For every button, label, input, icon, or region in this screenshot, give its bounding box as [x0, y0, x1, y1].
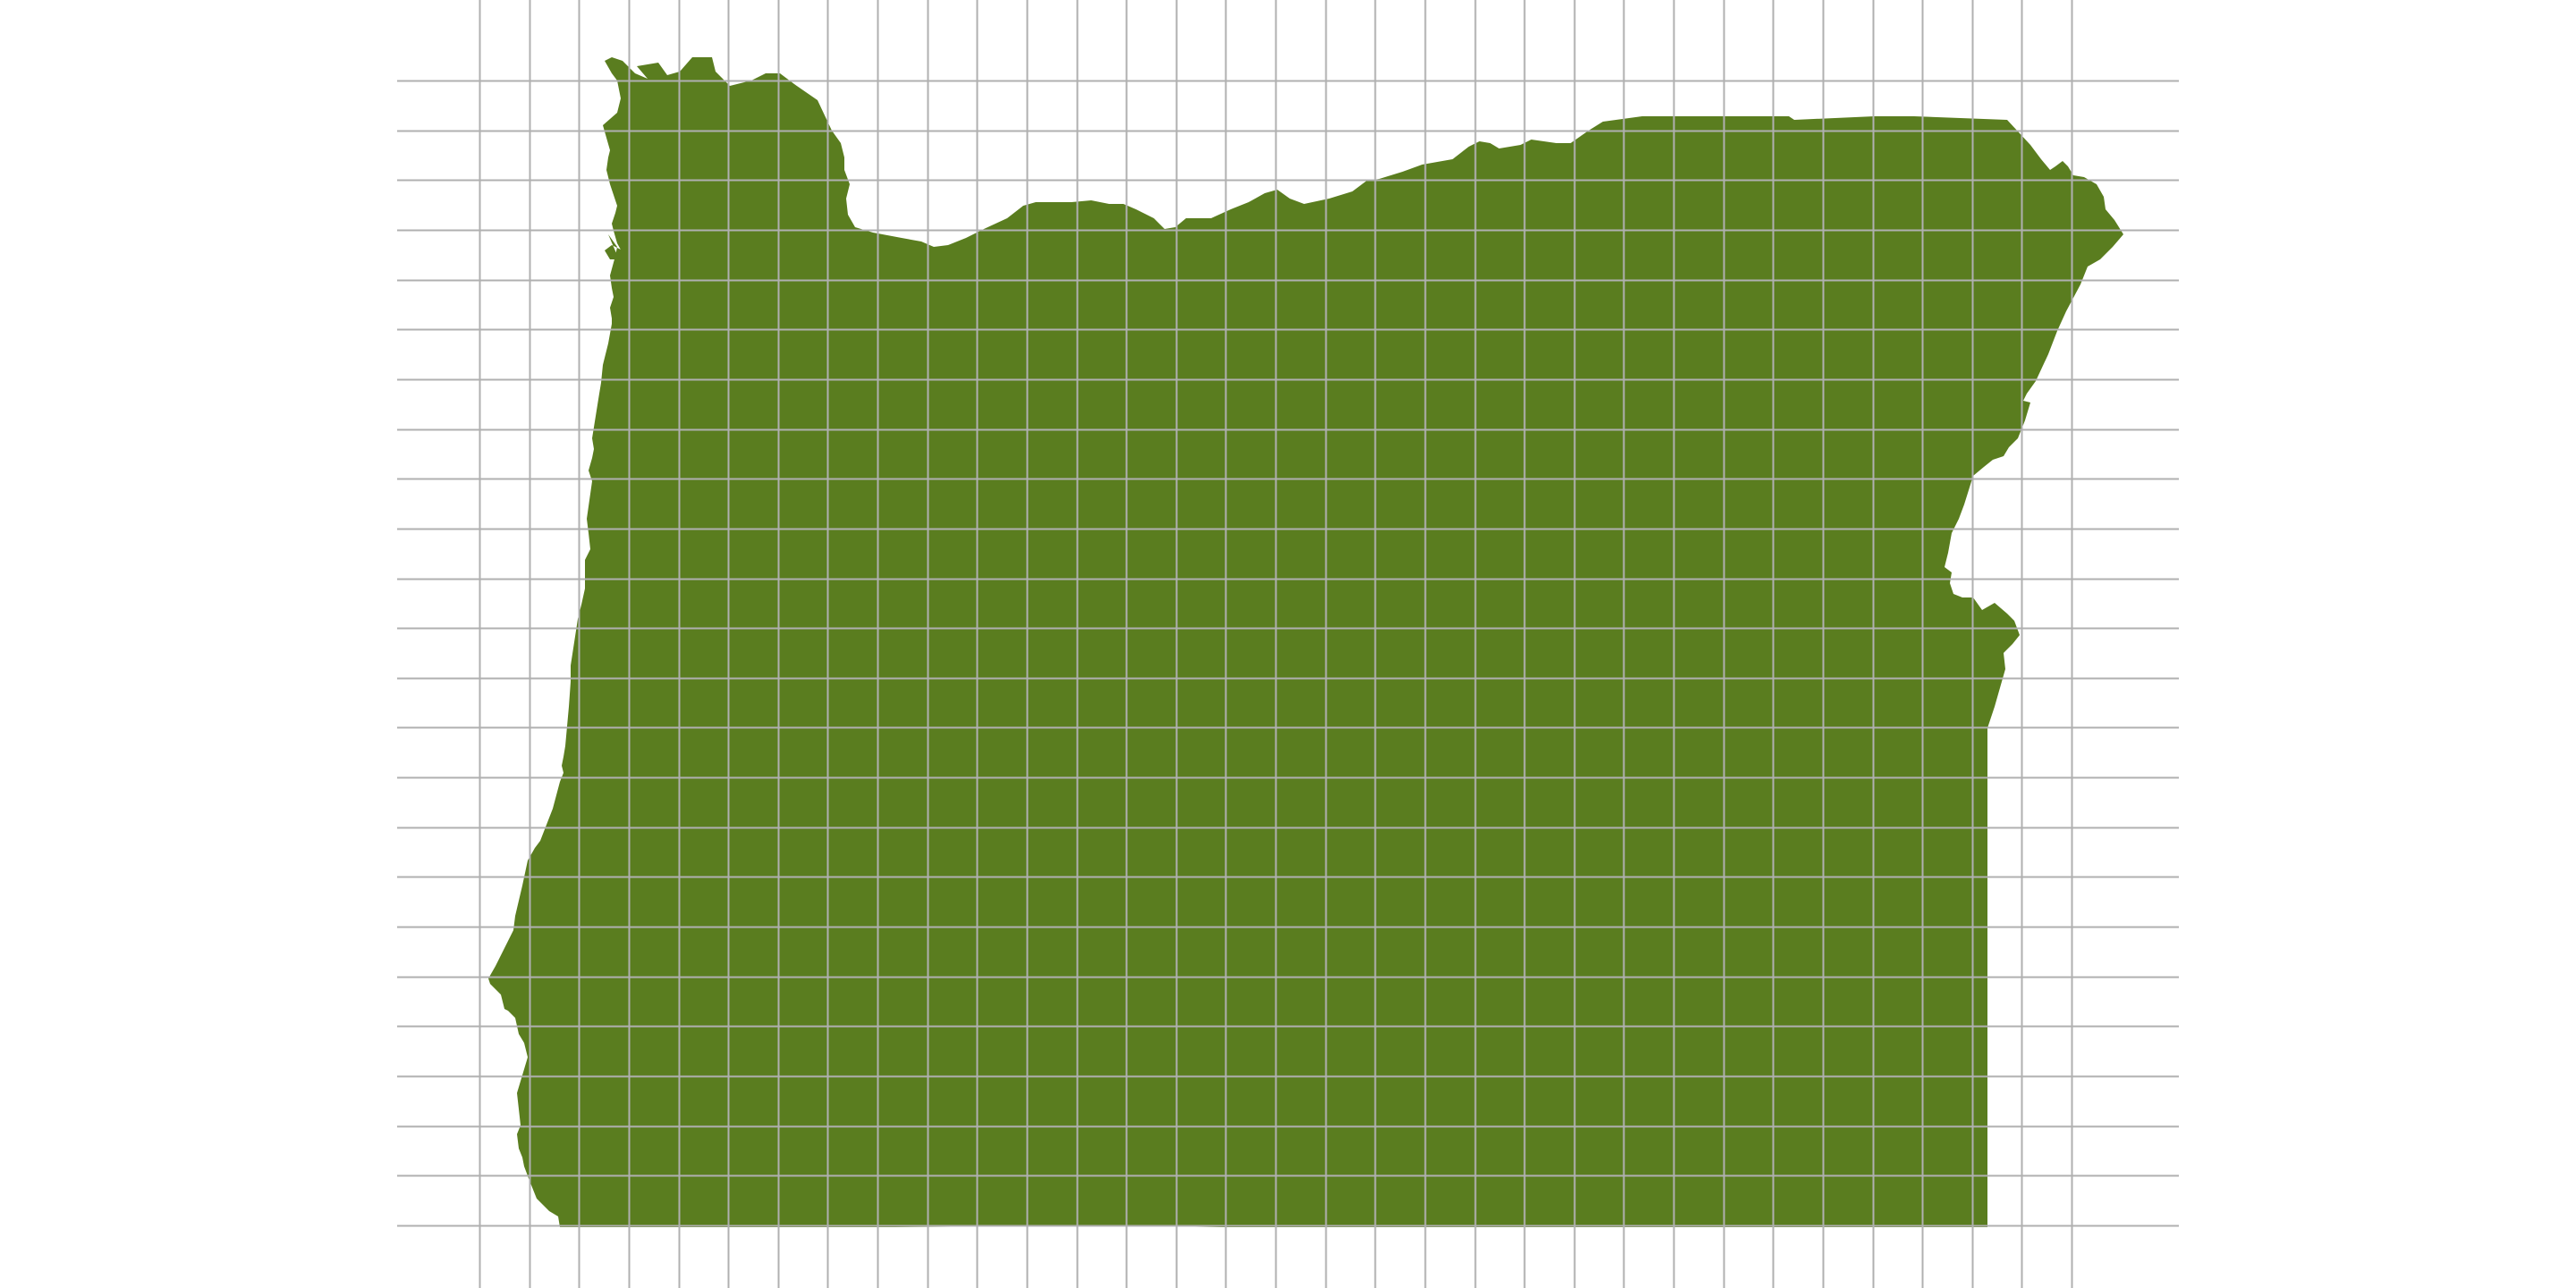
oregon-state-shape[interactable]: [488, 57, 2123, 1227]
map-grid: [397, 0, 2179, 1288]
